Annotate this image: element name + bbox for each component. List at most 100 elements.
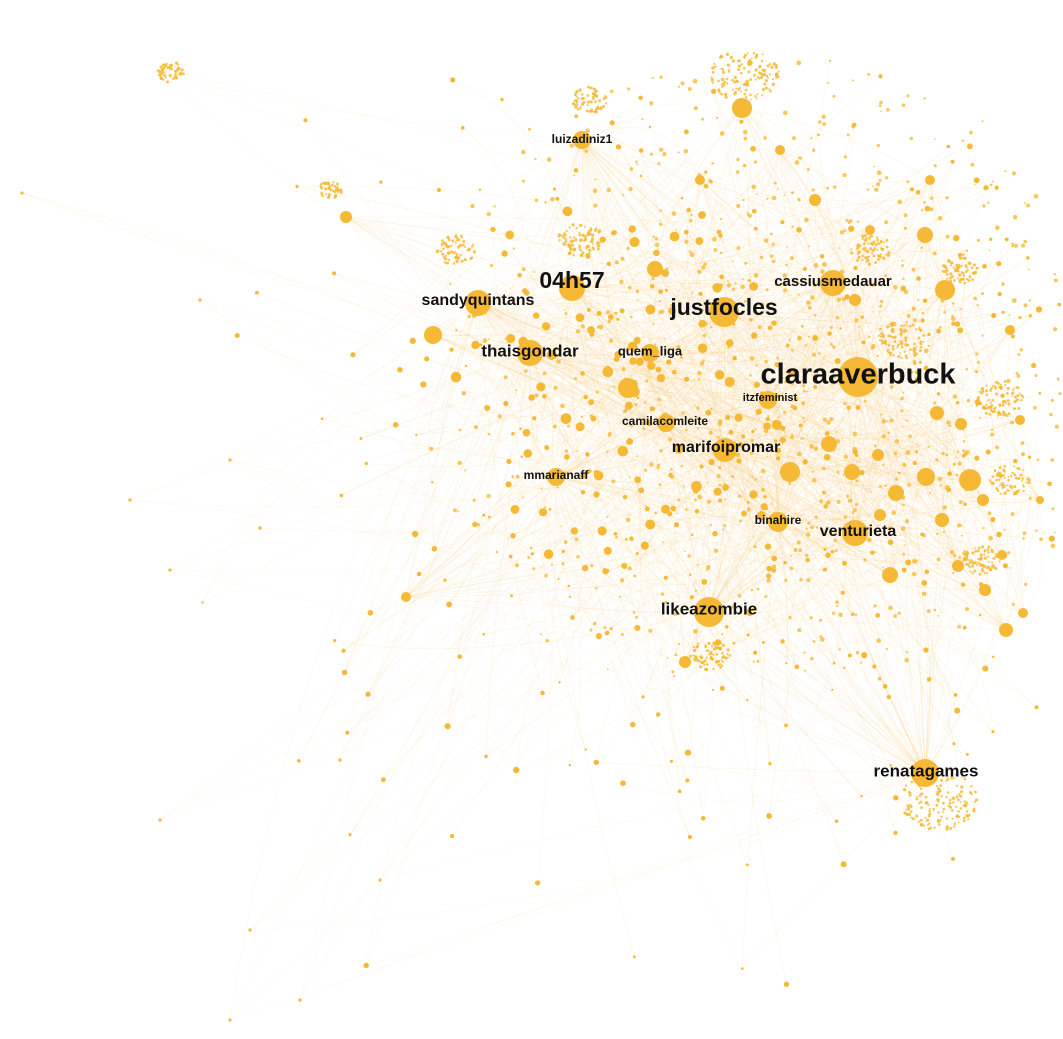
- node: [1028, 314, 1032, 318]
- node: [917, 298, 920, 302]
- node: [768, 761, 772, 766]
- node: [576, 450, 579, 452]
- node: [482, 513, 486, 517]
- node: [726, 82, 729, 85]
- edge: [608, 263, 779, 523]
- node: [303, 118, 308, 123]
- node: [464, 469, 466, 472]
- node: [877, 334, 881, 337]
- node: [981, 545, 985, 549]
- node: [1022, 469, 1025, 472]
- node: [1031, 363, 1037, 369]
- node: [988, 535, 993, 541]
- edge: [649, 134, 819, 354]
- node: [603, 546, 612, 555]
- node: [649, 152, 653, 156]
- node: [607, 319, 612, 324]
- edge: [555, 476, 1007, 631]
- node: [727, 346, 730, 350]
- edge: [510, 556, 926, 774]
- node: [605, 310, 611, 315]
- node: [867, 242, 870, 245]
- node: [296, 758, 301, 763]
- node: [670, 759, 673, 763]
- edge: [789, 471, 1024, 614]
- edge: [477, 302, 1041, 501]
- edge: [459, 282, 834, 657]
- node: [1021, 479, 1024, 483]
- node: [1005, 391, 1009, 395]
- node: [619, 308, 625, 314]
- node: [811, 470, 814, 473]
- node: [991, 730, 995, 734]
- node: [411, 530, 419, 538]
- node: [701, 265, 706, 270]
- node: [774, 63, 778, 67]
- node-label-venturieta: venturieta: [820, 523, 897, 540]
- edge: [854, 402, 978, 534]
- node: [1004, 383, 1007, 387]
- node: [952, 572, 955, 575]
- edge: [529, 352, 1041, 501]
- node: [710, 326, 713, 329]
- node: [991, 475, 995, 479]
- node: [574, 105, 578, 109]
- node: [974, 549, 977, 553]
- edge: [724, 449, 971, 487]
- node: [838, 247, 841, 249]
- node: [171, 68, 174, 71]
- edge: [684, 412, 938, 663]
- edge: [767, 399, 802, 433]
- edge: [723, 311, 897, 494]
- node: [570, 248, 573, 251]
- node: [458, 256, 461, 259]
- node: [746, 211, 749, 214]
- node: [670, 468, 673, 471]
- edge: [477, 302, 854, 615]
- edge: [483, 282, 834, 516]
- edge: [723, 311, 984, 501]
- edge: [832, 282, 899, 494]
- node: [506, 334, 516, 344]
- node: [484, 404, 491, 412]
- edge: [555, 476, 689, 753]
- node: [750, 145, 756, 152]
- node: [157, 69, 160, 72]
- node: [558, 239, 561, 242]
- node: [701, 117, 705, 121]
- edge: [879, 419, 1021, 516]
- node: [976, 563, 979, 566]
- node: [447, 237, 450, 240]
- node: [829, 417, 834, 422]
- node: [454, 256, 458, 260]
- node: [681, 411, 685, 415]
- node: [779, 436, 787, 444]
- edge: [229, 459, 926, 774]
- node: [436, 187, 442, 193]
- node: [832, 345, 836, 349]
- node: [804, 344, 808, 347]
- hub-node: [1036, 496, 1044, 504]
- node: [546, 157, 552, 162]
- node: [940, 815, 943, 819]
- edge: [767, 521, 782, 565]
- node: [915, 345, 918, 348]
- node: [621, 562, 628, 569]
- node: [963, 800, 966, 803]
- node: [1009, 485, 1014, 489]
- node: [806, 390, 808, 393]
- hub-node: [977, 494, 989, 506]
- node: [712, 653, 715, 656]
- node: [1002, 563, 1009, 569]
- node: [158, 70, 162, 74]
- edge: [345, 216, 531, 354]
- edge: [851, 229, 871, 473]
- node: [745, 863, 749, 867]
- node: [513, 766, 520, 774]
- edge: [529, 352, 881, 516]
- node: [965, 249, 969, 252]
- edge: [581, 139, 797, 667]
- node: [495, 550, 499, 554]
- node: [902, 277, 905, 281]
